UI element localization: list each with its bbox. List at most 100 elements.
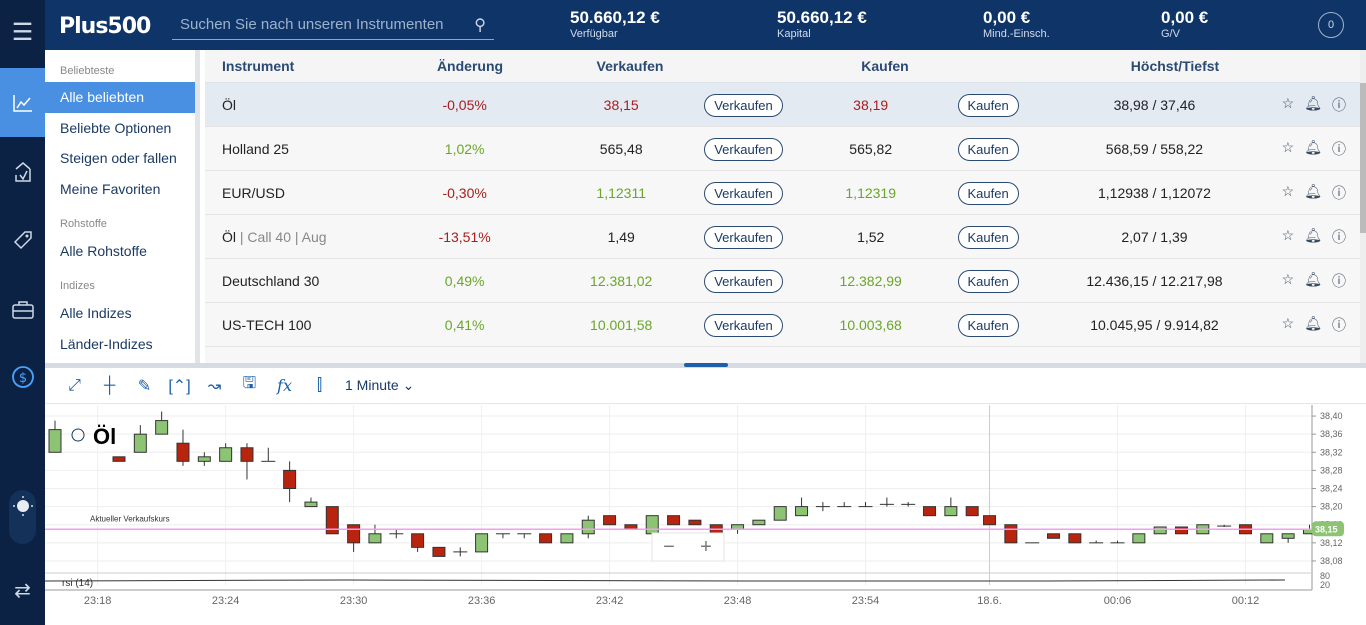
table-scrollbar[interactable] <box>1360 50 1366 363</box>
timeframe-select[interactable]: 1 Minute ⌄ <box>345 377 415 393</box>
sidebar-item-beliebte-optionen[interactable]: Beliebte Optionen <box>60 120 172 136</box>
chart-toolbar: ⤢ ┼ ✎ [⌃] ↝ 🖫 fx ⫿ 1 Minute ⌄ <box>45 368 1366 404</box>
sidebar: Beliebteste Alle beliebten Beliebte Opti… <box>45 50 200 363</box>
price-chart[interactable]: 38,4038,3638,3238,2838,2438,2038,1638,12… <box>45 405 1366 625</box>
candle-down <box>539 533 553 544</box>
crosshair-icon[interactable]: ┼ <box>103 376 116 394</box>
candle-down <box>1174 526 1188 535</box>
table-row[interactable]: Öl | Call 40 | Aug -13,51% 1,49 Verkaufe… <box>205 215 1360 259</box>
bell-icon[interactable]: 🔔︎ <box>1304 226 1322 243</box>
buy-price: 10.003,68 <box>839 316 902 333</box>
candle-up <box>155 420 169 435</box>
theme-toggle-icon[interactable] <box>9 490 36 544</box>
candle-up <box>773 506 787 521</box>
zoom-out-button[interactable]: − <box>663 536 675 558</box>
function-icon[interactable]: fx <box>277 376 292 395</box>
bell-icon[interactable]: 🔔︎ <box>1304 314 1322 331</box>
star-icon[interactable]: ☆ <box>1281 138 1295 155</box>
dollar-icon[interactable]: $ <box>0 355 45 399</box>
info-icon[interactable]: ⓘ <box>1331 316 1346 333</box>
star-icon[interactable]: ☆ <box>1281 270 1295 287</box>
sidebar-item-steigen-oder-fallen[interactable]: Steigen oder fallen <box>60 150 177 166</box>
transfer-icon[interactable] <box>0 150 45 194</box>
info-icon[interactable]: ⓘ <box>1331 272 1346 289</box>
table-row[interactable]: Deutschland 30 0,49% 12.381,02 Verkaufen… <box>205 259 1360 303</box>
sidebar-item-alle-rohstoffe[interactable]: Alle Rohstoffe <box>60 243 147 259</box>
buy-button[interactable]: Kaufen <box>957 313 1019 337</box>
instrument-name: US-TECH 100 <box>222 316 312 333</box>
candle-up <box>752 519 766 526</box>
zoom-controls[interactable] <box>651 532 725 562</box>
search-icon[interactable]: ⚲ <box>474 16 486 34</box>
candle-down <box>1068 533 1082 544</box>
info-icon[interactable]: ⓘ <box>1331 184 1346 201</box>
zoom-in-button[interactable]: + <box>700 536 712 558</box>
info-icon[interactable]: ⓘ <box>1331 140 1346 157</box>
search-input[interactable] <box>172 11 475 38</box>
buy-button[interactable]: Kaufen <box>957 93 1019 117</box>
bell-icon[interactable]: 🔔︎ <box>1304 138 1322 155</box>
bell-icon[interactable]: 🔔︎ <box>1304 182 1322 199</box>
x-tick-label: 23:36 <box>468 595 496 607</box>
buy-button[interactable]: Kaufen <box>957 225 1019 249</box>
sidebar-item-laender-indizes[interactable]: Länder-Indizes <box>60 336 153 352</box>
table-row[interactable]: Holland 25 1,02% 565,48 Verkaufen 565,82… <box>205 127 1360 171</box>
sell-price: 565,48 <box>599 140 643 157</box>
candle-up <box>944 506 958 517</box>
section-title: Beliebteste <box>60 65 115 77</box>
star-icon[interactable]: ☆ <box>1281 182 1295 199</box>
bell-icon[interactable]: 🔔︎ <box>1304 270 1322 287</box>
candle-up <box>560 533 574 544</box>
tag-icon[interactable] <box>0 217 45 261</box>
sell-button[interactable]: Verkaufen <box>704 181 783 205</box>
candle-down <box>112 456 126 462</box>
star-icon[interactable]: ☆ <box>1281 226 1295 243</box>
sell-button[interactable]: Verkaufen <box>704 93 783 117</box>
briefcase-icon[interactable] <box>0 288 45 332</box>
sell-button[interactable]: Verkaufen <box>704 225 783 249</box>
chart-line-icon[interactable] <box>0 68 45 137</box>
pane-resize-handle[interactable] <box>45 363 1366 368</box>
sidebar-item-alle-indizes[interactable]: Alle Indizes <box>60 305 132 321</box>
candlestick-type-icon[interactable]: ⫿ <box>316 376 323 394</box>
candle-up <box>304 501 318 508</box>
sidebar-item-favoriten[interactable]: Meine Favoriten <box>60 181 161 197</box>
bell-icon[interactable]: 🔔︎ <box>1304 94 1322 111</box>
buy-button[interactable]: Kaufen <box>957 181 1019 205</box>
current-price-caption: Aktueller Verkaufskurs <box>90 514 170 523</box>
rsi-tick: 20 <box>1320 580 1330 590</box>
buy-button[interactable]: Kaufen <box>957 137 1019 161</box>
high-low: 2,07 / 1,39 <box>1121 228 1188 245</box>
table-row[interactable]: Öl -0,05% 38,15 Verkaufen 38,19 Kaufen 3… <box>205 83 1360 127</box>
candle-down <box>176 442 190 462</box>
sell-price: 12.381,02 <box>590 272 653 289</box>
buy-price: 38,19 <box>853 96 889 113</box>
info-icon[interactable]: ⓘ <box>1331 96 1346 113</box>
rsi-tick: 80 <box>1320 571 1330 581</box>
save-icon[interactable]: 🖫 <box>242 375 257 392</box>
sell-button[interactable]: Verkaufen <box>704 269 783 293</box>
buy-button[interactable]: Kaufen <box>957 269 1019 293</box>
menu-icon[interactable]: ☰ <box>11 18 34 46</box>
instrument-name: EUR/USD <box>222 184 286 201</box>
fullscreen-icon[interactable]: ⤢ <box>68 376 81 394</box>
instrument-table: Instrument Änderung Verkaufen Kaufen Höc… <box>205 50 1360 363</box>
draw-pencil-icon[interactable]: ✎ <box>137 377 152 395</box>
change: -0,30% <box>442 184 487 201</box>
sell-button[interactable]: Verkaufen <box>704 313 783 337</box>
star-icon[interactable]: ☆ <box>1281 94 1295 111</box>
avatar[interactable]: 0 <box>1318 12 1344 38</box>
buy-price: 1,12319 <box>845 184 896 201</box>
indicator-icon[interactable]: [⌃] <box>168 377 191 395</box>
info-icon[interactable]: ⓘ <box>1331 228 1346 245</box>
star-icon[interactable]: ☆ <box>1281 314 1295 331</box>
trend-icon[interactable]: ↝ <box>207 377 222 395</box>
sidebar-item-alle-beliebten[interactable]: Alle beliebten <box>45 82 195 113</box>
sell-button[interactable]: Verkaufen <box>704 137 783 161</box>
candle-up <box>133 433 147 453</box>
swap-icon[interactable]: ⇄ <box>14 579 31 602</box>
table-row[interactable]: EUR/USD -0,30% 1,12311 Verkaufen 1,12319… <box>205 171 1360 215</box>
table-row[interactable]: US-TECH 100 0,41% 10.001,58 Verkaufen 10… <box>205 303 1360 347</box>
change: 0,49% <box>444 272 485 289</box>
